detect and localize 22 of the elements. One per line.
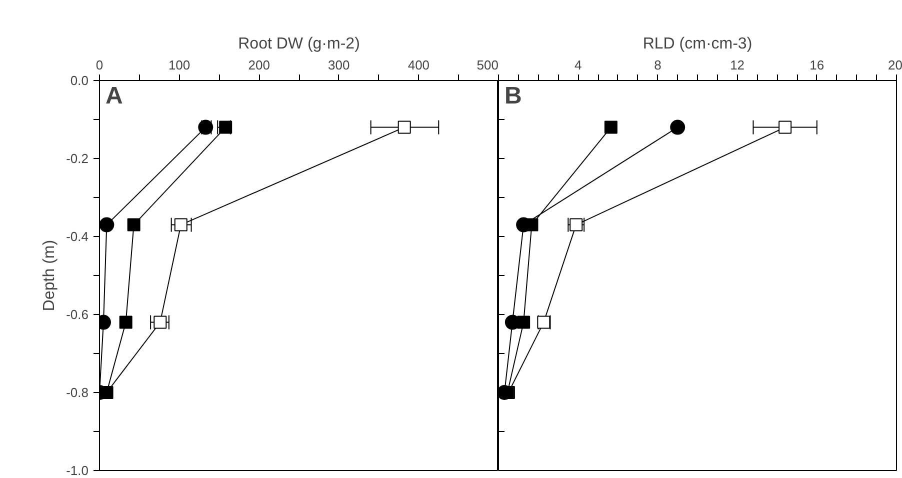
x-tick-label: 12 <box>730 58 745 72</box>
annotation: B <box>504 82 522 110</box>
x-tick-label: 4 <box>574 58 582 72</box>
x-tick-label: 400 <box>408 58 430 72</box>
x-tick-label: 500 <box>476 58 499 72</box>
x-tick-label: 20 <box>888 58 902 72</box>
x-tick-label: 300 <box>328 58 350 72</box>
y-tick-label: -0.4 <box>66 229 89 244</box>
x-axis-title: Root DW (g·m-2) <box>238 36 360 52</box>
y-axis-title: Depth (m) <box>41 240 58 312</box>
x-tick-label: 16 <box>810 58 824 72</box>
y-tick-label: -0.2 <box>66 151 89 166</box>
x-tick-label: 8 <box>654 58 662 72</box>
x-tick-label: 100 <box>168 58 190 72</box>
y-tick-label: -0.6 <box>66 307 89 322</box>
x-tick-label: 200 <box>248 58 270 72</box>
y-tick-label: 0.0 <box>70 73 89 88</box>
x-tick-label: 0 <box>96 58 104 72</box>
x-axis-title: RLD (cm·cm-3) <box>642 36 752 52</box>
annotation: A <box>106 82 123 110</box>
y-tick-label: -0.8 <box>66 385 89 400</box>
y-tick-label: -1.0 <box>66 463 89 478</box>
